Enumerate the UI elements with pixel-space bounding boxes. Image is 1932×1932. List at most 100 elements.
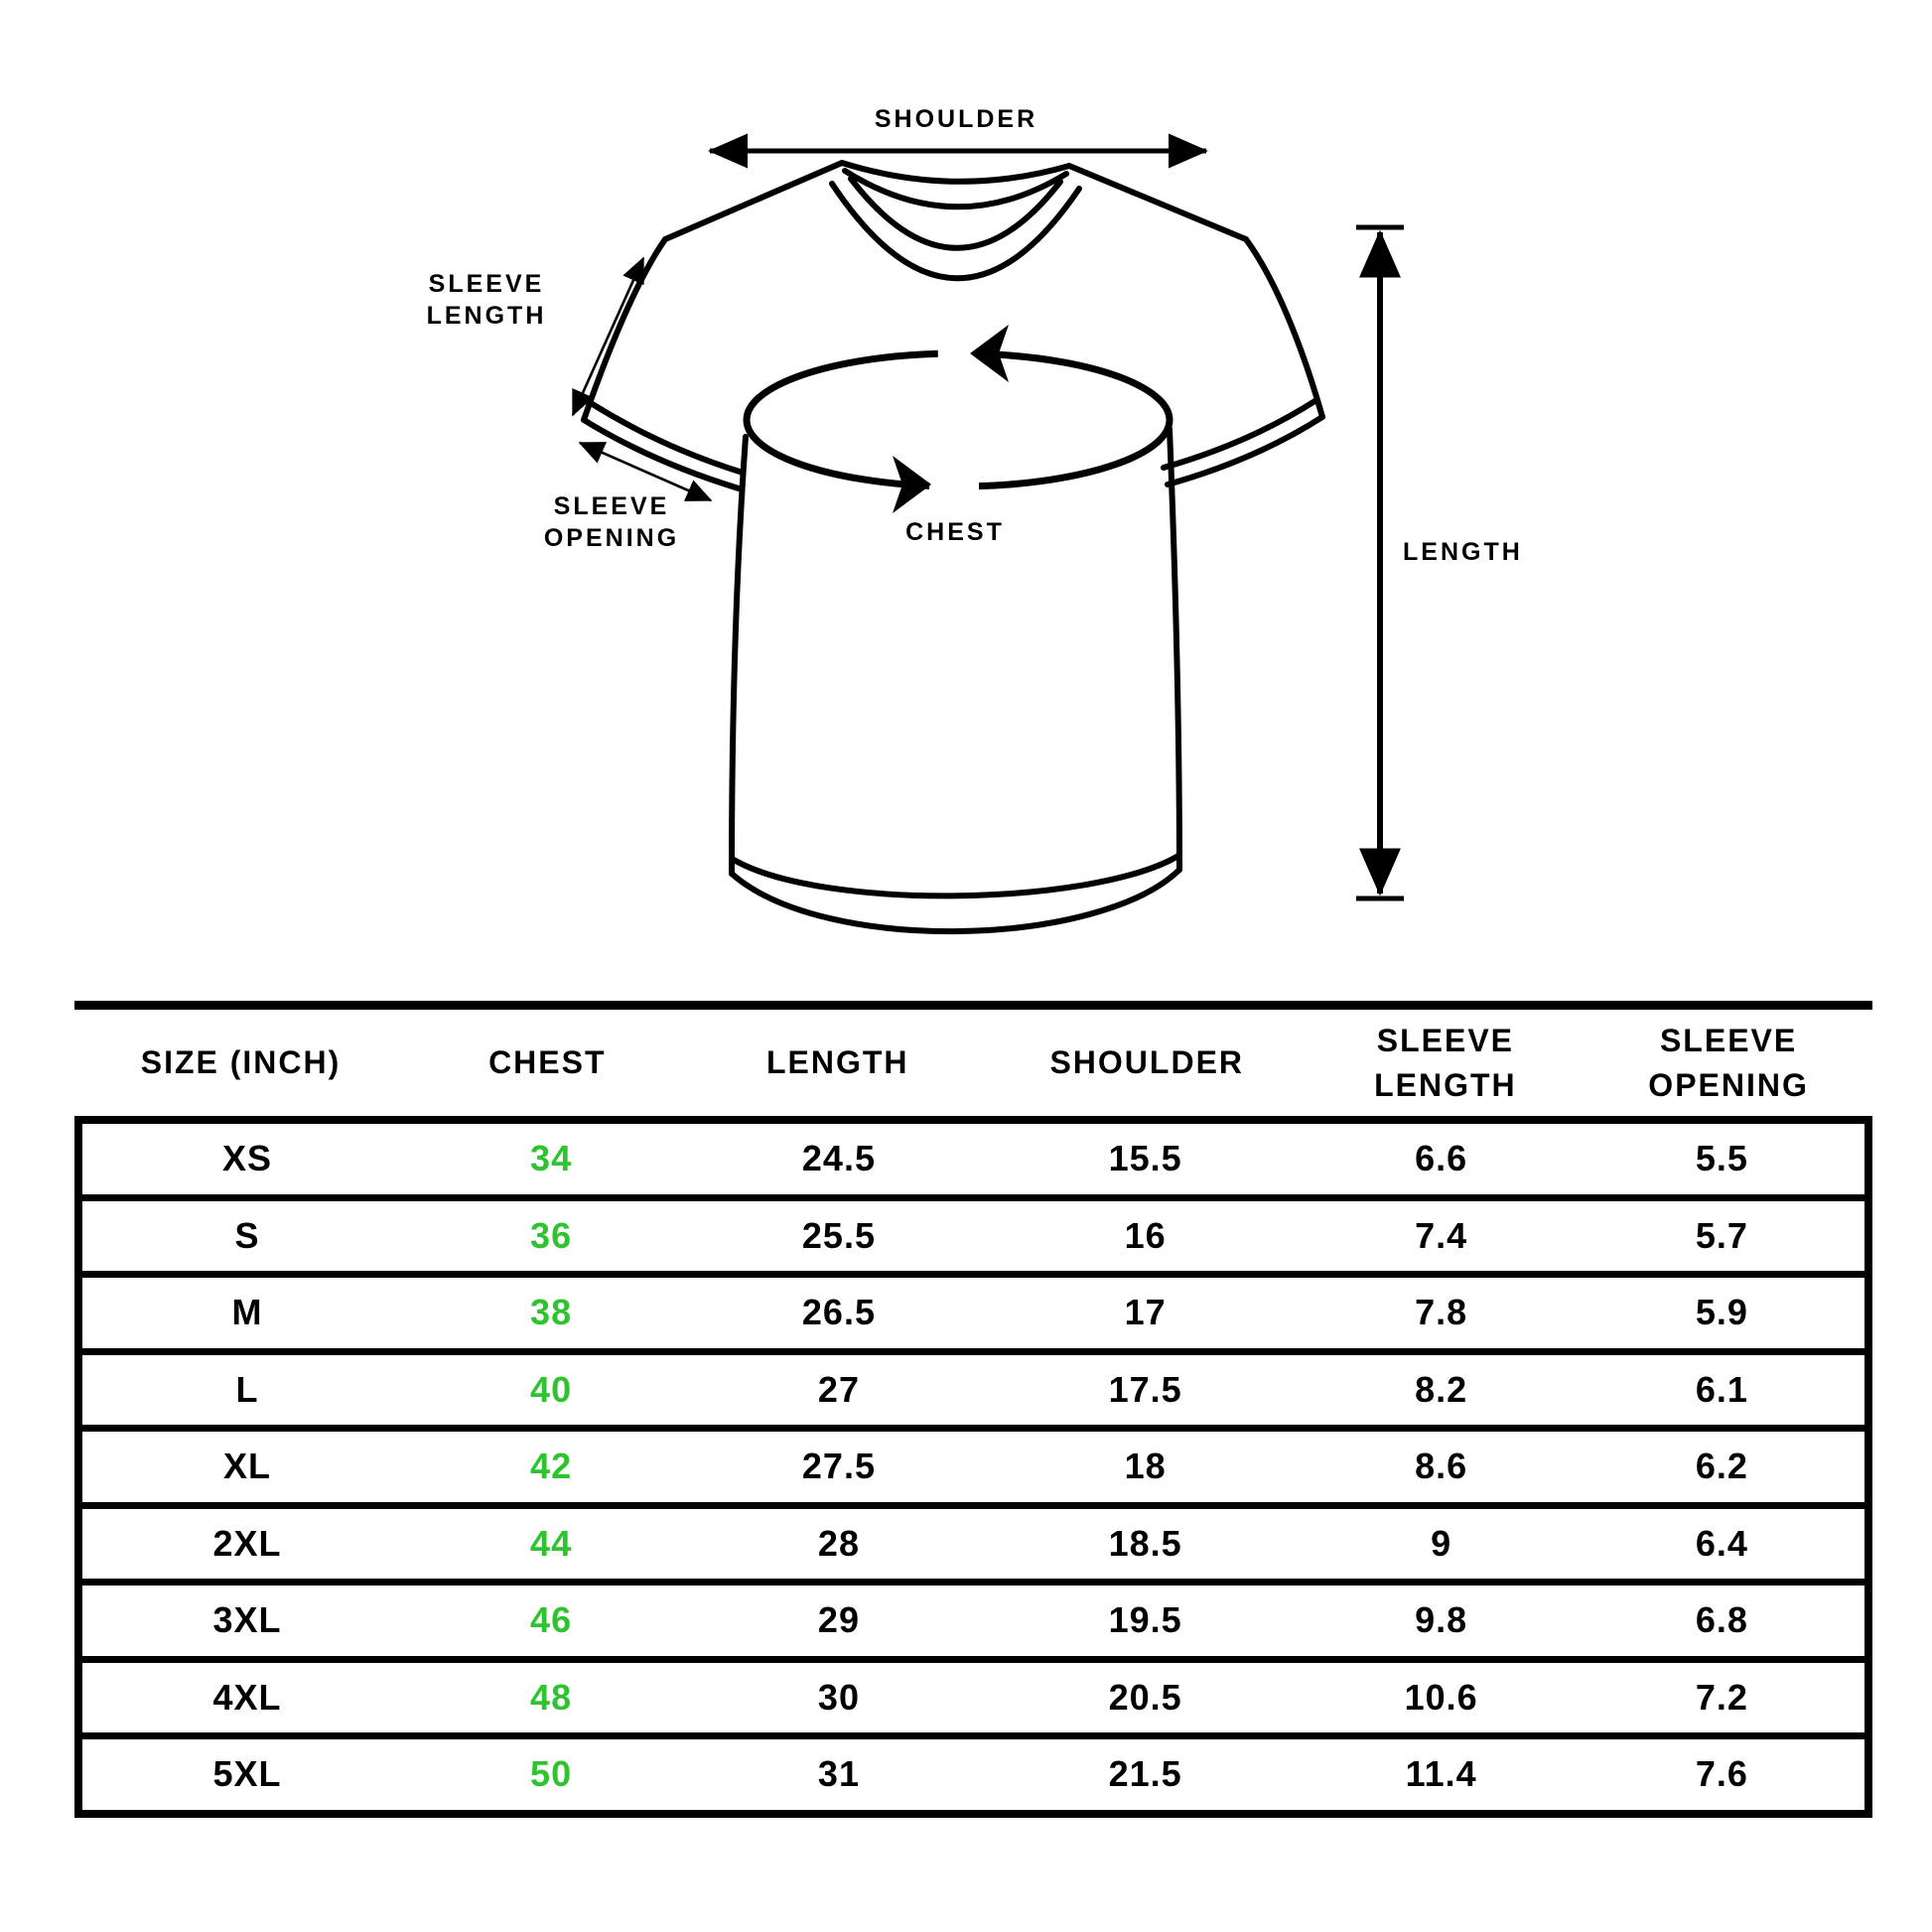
cell-size: XL xyxy=(223,1446,272,1487)
tshirt-outline xyxy=(581,160,1325,935)
chest-arrowhead-bottom xyxy=(893,456,931,513)
header-sleeve-length-line1: SLEEVE xyxy=(1376,1022,1514,1058)
cell-sleeve_opening: 6.4 xyxy=(1695,1522,1748,1564)
cell-chest: 42 xyxy=(530,1446,573,1487)
table-row-2xl: 2XL 44 28 18.5 9 6.4 xyxy=(82,1509,1864,1586)
cell-length: 28 xyxy=(817,1522,860,1564)
cell-chest: 46 xyxy=(530,1599,573,1641)
cell-length: 30 xyxy=(817,1676,860,1718)
header-shoulder-label: SHOULDER xyxy=(1049,1044,1245,1081)
left-sleeve-outer xyxy=(581,236,668,423)
cell-size: 2XL xyxy=(212,1522,282,1564)
cell-sleeve_length: 7.4 xyxy=(1415,1214,1468,1256)
cell-sleeve_opening: 7.2 xyxy=(1695,1676,1748,1718)
right-shoulder-line xyxy=(1066,163,1249,242)
cell-sleeve_opening: 5.7 xyxy=(1695,1214,1748,1256)
body-left-side xyxy=(729,434,749,877)
cell-length: 27 xyxy=(817,1368,860,1410)
cell-length: 31 xyxy=(817,1753,860,1795)
chest-ellipse xyxy=(743,349,1173,490)
cell-size: M xyxy=(231,1292,263,1333)
cell-sleeve_length: 9.8 xyxy=(1415,1599,1468,1641)
cell-sleeve_opening: 5.5 xyxy=(1695,1138,1748,1179)
cell-chest: 48 xyxy=(530,1676,573,1718)
cell-shoulder: 20.5 xyxy=(1108,1676,1182,1718)
cell-shoulder: 17 xyxy=(1124,1292,1167,1333)
table-top-rule xyxy=(74,1001,1872,1010)
header-size: SIZE (INCH) xyxy=(74,1040,407,1085)
header-sleeve-opening: SLEEVE OPENING xyxy=(1585,1019,1872,1108)
header-chest: CHEST xyxy=(407,1040,688,1085)
table-row-xl: XL 42 27.5 18 8.6 6.2 xyxy=(82,1432,1864,1509)
cell-shoulder: 19.5 xyxy=(1108,1599,1182,1641)
table-row-xs: XS 34 24.5 15.5 6.6 5.5 xyxy=(82,1124,1864,1201)
cell-length: 26.5 xyxy=(801,1292,876,1333)
sleeve-length-label-line1: SLEEVE xyxy=(429,270,545,298)
cell-size: L xyxy=(235,1368,259,1410)
cell-sleeve_opening: 7.6 xyxy=(1695,1753,1748,1795)
body-right-side xyxy=(1167,426,1182,873)
header-shoulder: SHOULDER xyxy=(988,1040,1307,1085)
length-label: LENGTH xyxy=(1403,538,1523,566)
table-row-4xl: 4XL 48 30 20.5 10.6 7.2 xyxy=(82,1663,1864,1739)
cell-shoulder: 18.5 xyxy=(1108,1522,1182,1564)
cell-shoulder: 18 xyxy=(1124,1446,1167,1487)
header-sleeve-opening-line1: SLEEVE xyxy=(1659,1022,1798,1058)
cell-length: 25.5 xyxy=(801,1214,876,1256)
cell-sleeve_length: 9 xyxy=(1431,1522,1452,1564)
sleeve-opening-arrow xyxy=(578,441,713,502)
length-arrow xyxy=(1356,224,1404,901)
hem-bottom-edge xyxy=(729,867,1182,935)
table-row-m: M 38 26.5 17 7.8 5.9 xyxy=(82,1278,1864,1355)
collar-front-top xyxy=(848,176,1063,251)
chest-arrowhead-top xyxy=(970,325,1009,382)
cell-length: 29 xyxy=(817,1599,860,1641)
cell-chest: 38 xyxy=(530,1292,573,1333)
cell-chest: 44 xyxy=(530,1522,573,1564)
cell-chest: 36 xyxy=(530,1214,573,1256)
table-header-row: SIZE (INCH) CHEST LENGTH SHOULDER SLEEVE… xyxy=(74,1010,1872,1116)
cell-shoulder: 17.5 xyxy=(1108,1368,1182,1410)
sleeve-opening-label-line1: SLEEVE xyxy=(554,492,670,520)
size-table: SIZE (INCH) CHEST LENGTH SHOULDER SLEEVE… xyxy=(74,1001,1872,1818)
cell-sleeve_opening: 6.2 xyxy=(1695,1446,1748,1487)
header-size-label: SIZE (INCH) xyxy=(140,1044,342,1081)
cell-chest: 50 xyxy=(530,1753,573,1795)
cell-shoulder: 21.5 xyxy=(1108,1753,1182,1795)
cell-size: 4XL xyxy=(212,1676,282,1718)
sleeve-length-label-line2: LENGTH xyxy=(427,302,547,330)
cell-sleeve_opening: 6.1 xyxy=(1695,1368,1748,1410)
table-row-l: L 40 27 17.5 8.2 6.1 xyxy=(82,1355,1864,1432)
table-row-s: S 36 25.5 16 7.4 5.7 xyxy=(82,1201,1864,1278)
sleeve-opening-label-line2: OPENING xyxy=(544,524,679,552)
cell-size: 5XL xyxy=(212,1753,282,1795)
chest-label: CHEST xyxy=(905,518,1005,546)
cell-chest: 34 xyxy=(530,1138,573,1179)
header-length: LENGTH xyxy=(688,1040,988,1085)
cell-sleeve_length: 6.6 xyxy=(1415,1138,1468,1179)
cell-sleeve_opening: 5.9 xyxy=(1695,1292,1748,1333)
cell-size: S xyxy=(234,1214,260,1256)
left-shoulder-line xyxy=(662,160,845,242)
cell-sleeve_length: 8.6 xyxy=(1415,1446,1468,1487)
right-sleeve-outer xyxy=(1243,236,1325,420)
cell-sleeve_opening: 6.8 xyxy=(1695,1599,1748,1641)
cell-chest: 40 xyxy=(530,1368,573,1410)
cell-sleeve_length: 10.6 xyxy=(1404,1676,1478,1718)
cell-sleeve_length: 8.2 xyxy=(1415,1368,1468,1410)
right-cuff-inner xyxy=(1161,397,1319,471)
right-cuff xyxy=(1165,414,1325,487)
header-sleeve-opening-line2: OPENING xyxy=(1648,1066,1809,1103)
hem-stitch-line xyxy=(731,853,1181,899)
table-row-5xl: 5XL 50 31 21.5 11.4 7.6 xyxy=(82,1739,1864,1810)
sleeve-length-arrow xyxy=(571,256,645,417)
header-sleeve-length: SLEEVE LENGTH xyxy=(1307,1019,1586,1108)
cell-sleeve_length: 11.4 xyxy=(1405,1753,1477,1795)
cell-length: 24.5 xyxy=(801,1138,876,1179)
header-length-label: LENGTH xyxy=(765,1044,909,1081)
collar-back-bottom xyxy=(842,168,1069,210)
collar-back-top xyxy=(839,160,1072,185)
header-sleeve-length-line2: LENGTH xyxy=(1374,1066,1517,1103)
cell-shoulder: 15.5 xyxy=(1108,1138,1182,1179)
